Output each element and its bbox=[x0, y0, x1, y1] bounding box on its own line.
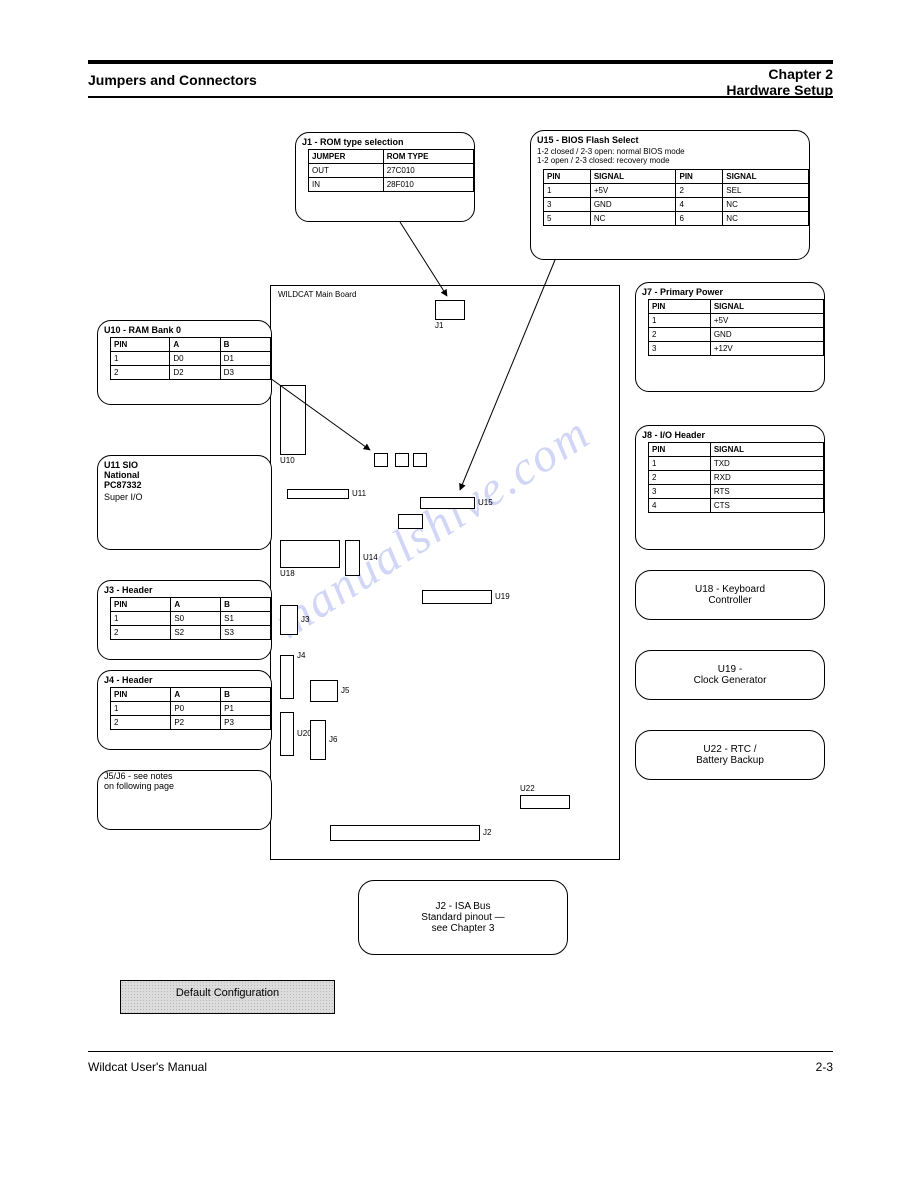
legend-text: Default Configuration bbox=[176, 987, 279, 999]
chip-j5a bbox=[310, 680, 338, 702]
callout-u11-label: U11 SIONationalPC87332Super I/O bbox=[97, 455, 272, 550]
header-right-2: Hardware Setup bbox=[726, 82, 833, 98]
chip-j3a bbox=[280, 605, 298, 635]
chip-label-u19: U19 bbox=[495, 592, 510, 601]
footer-rule bbox=[88, 1051, 833, 1052]
chip-u22 bbox=[520, 795, 570, 809]
chip-u5d bbox=[413, 453, 427, 467]
chip-u5c bbox=[395, 453, 409, 467]
chip-label-j5a: J5 bbox=[341, 686, 349, 695]
chip-label-u22: U22 bbox=[520, 784, 535, 793]
header-left: Jumpers and Connectors bbox=[88, 72, 257, 88]
chip-u20 bbox=[280, 712, 294, 756]
callout-u22_box: U22 - RTC /Battery Backup bbox=[635, 730, 825, 780]
chip-j4a bbox=[280, 655, 294, 699]
chip-u10 bbox=[280, 385, 306, 455]
chip-u19 bbox=[422, 590, 492, 604]
header-rule-thick bbox=[88, 60, 833, 64]
chip-u14 bbox=[345, 540, 360, 576]
chip-label-u11: U11 bbox=[352, 489, 366, 498]
chip-u11 bbox=[287, 489, 349, 499]
chip-label-u18: U18 bbox=[280, 569, 295, 578]
header-rule-thin bbox=[88, 96, 833, 98]
footer-right: 2-3 bbox=[816, 1060, 833, 1074]
chip-label-u15: U15 bbox=[478, 498, 493, 507]
callout-j1-rom: J1 - ROM type selectionJUMPERROM TYPEOUT… bbox=[295, 132, 475, 222]
chip-label-j4a: J4 bbox=[297, 651, 305, 660]
chip-j1 bbox=[435, 300, 465, 320]
chip-u5a bbox=[398, 514, 423, 529]
callout-u18_box: U18 - KeyboardController bbox=[635, 570, 825, 620]
chip-j6a bbox=[310, 720, 326, 760]
header-right-1: Chapter 2 bbox=[768, 66, 833, 82]
callout-u10-bank: U10 - RAM Bank 0PINAB1D0D12D2D3 bbox=[97, 320, 272, 405]
page-root: Jumpers and Connectors Chapter 2 Hardwar… bbox=[0, 0, 918, 1188]
callout-j2-bus: J2 - ISA BusStandard pinout —see Chapter… bbox=[358, 880, 568, 955]
main-board-title: WILDCAT Main Board bbox=[278, 290, 356, 299]
callout-j7-power: J7 - Primary PowerPINSIGNAL1+5V2GND3+12V bbox=[635, 282, 825, 392]
chip-j2a bbox=[330, 825, 480, 841]
legend-default-config: Default Configuration bbox=[120, 980, 335, 1014]
callout-j5j6: J5/J6 - see noteson following page bbox=[97, 770, 272, 830]
callout-j8-signals: J8 - I/O HeaderPINSIGNAL1TXD2RXD3RTS4CTS bbox=[635, 425, 825, 550]
callout-j3-hdr: J3 - HeaderPINAB1S0S12S2S3 bbox=[97, 580, 272, 660]
main-board-outline bbox=[270, 285, 620, 860]
callout-j4-hdr: J4 - HeaderPINAB1P0P12P2P3 bbox=[97, 670, 272, 750]
callout-u19_box: U19 -Clock Generator bbox=[635, 650, 825, 700]
chip-label-u14: U14 bbox=[363, 553, 378, 562]
chip-u15 bbox=[420, 497, 475, 509]
callout-u15-flash: U15 - BIOS Flash Select1-2 closed / 2-3 … bbox=[530, 130, 810, 260]
chip-label-j1: J1 bbox=[435, 321, 443, 330]
chip-label-j6a: J6 bbox=[329, 735, 337, 744]
chip-u5b bbox=[374, 453, 388, 467]
chip-label-u10: U10 bbox=[280, 456, 295, 465]
chip-u18 bbox=[280, 540, 340, 568]
footer-left: Wildcat User's Manual bbox=[88, 1060, 207, 1074]
chip-label-j3a: J3 bbox=[301, 615, 309, 624]
chip-label-j2a: J2 bbox=[483, 828, 491, 837]
